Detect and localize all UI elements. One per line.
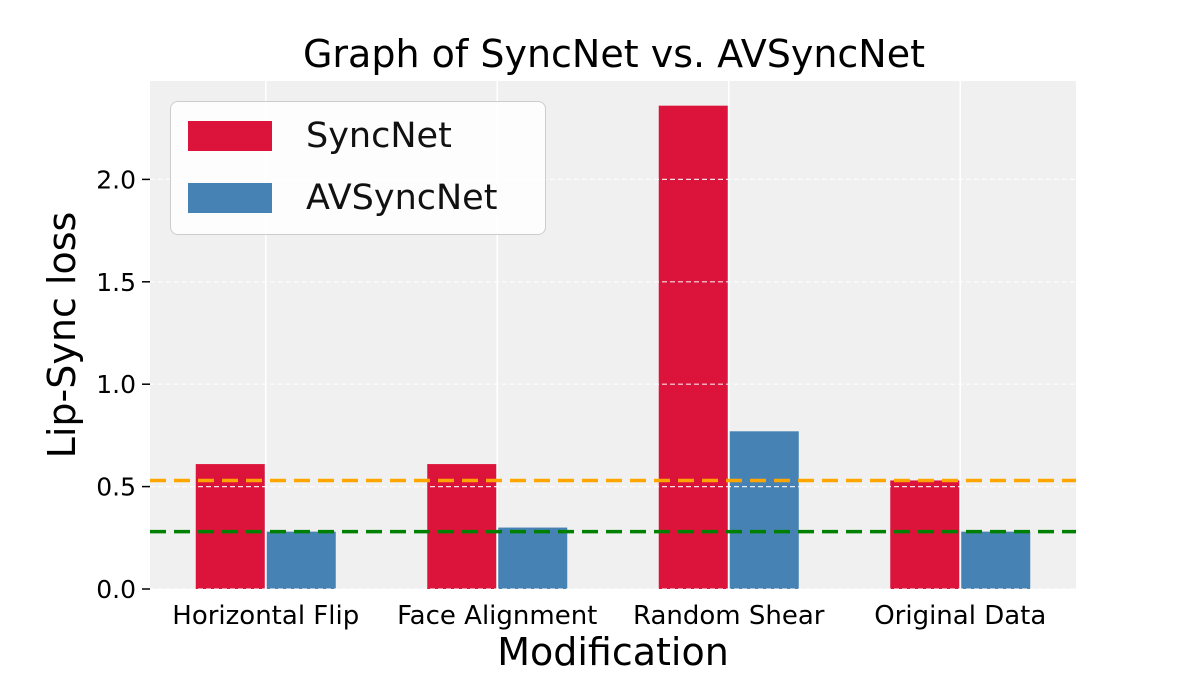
y-tick-label: 2.0 bbox=[96, 165, 136, 194]
x-tick-label: Face Alignment bbox=[397, 601, 597, 631]
bars bbox=[150, 105, 1076, 590]
bar-syncnet-random-shear bbox=[658, 105, 728, 589]
x-axis-label: Modification bbox=[497, 630, 729, 673]
y-axis-ticks: 0.0 0.5 1.0 1.5 2.0 bbox=[96, 165, 150, 604]
bar-avsyncnet-original-data bbox=[961, 531, 1031, 589]
bar-syncnet-horizontal-flip bbox=[195, 464, 265, 589]
legend-item-syncnet: SyncNet bbox=[188, 116, 452, 156]
bar-avsyncnet-random-shear bbox=[729, 431, 799, 589]
bar-syncnet-original-data bbox=[890, 480, 960, 589]
legend-item-avsyncnet: AVSyncNet bbox=[188, 178, 497, 218]
x-tick-label: Horizontal Flip bbox=[172, 601, 359, 631]
legend: SyncNet AVSyncNet bbox=[170, 101, 546, 235]
legend-label-avsyncnet: AVSyncNet bbox=[306, 178, 498, 218]
bar-avsyncnet-face-alignment bbox=[498, 527, 568, 589]
y-tick-label: 1.0 bbox=[96, 370, 136, 399]
bar-syncnet-face-alignment bbox=[427, 464, 497, 589]
x-tick-label: Random Shear bbox=[633, 601, 825, 631]
y-axis-label: Lip-Sync loss bbox=[40, 212, 84, 459]
legend-label-syncnet: SyncNet bbox=[306, 116, 452, 156]
x-axis-ticks: Horizontal Flip Face Alignment Random Shea… bbox=[172, 601, 1046, 631]
chart-title: Graph of SyncNet vs. AVSyncNet bbox=[303, 32, 925, 76]
y-tick-label: 0.5 bbox=[96, 473, 136, 502]
bar-avsyncnet-horizontal-flip bbox=[266, 531, 336, 589]
legend-swatch-avsyncnet bbox=[188, 183, 272, 213]
y-tick-label: 0.0 bbox=[96, 575, 136, 604]
x-tick-label: Original Data bbox=[874, 601, 1046, 631]
y-tick-label: 1.5 bbox=[96, 268, 136, 297]
reference-lines bbox=[150, 478, 1076, 534]
legend-swatch-syncnet bbox=[188, 121, 272, 151]
